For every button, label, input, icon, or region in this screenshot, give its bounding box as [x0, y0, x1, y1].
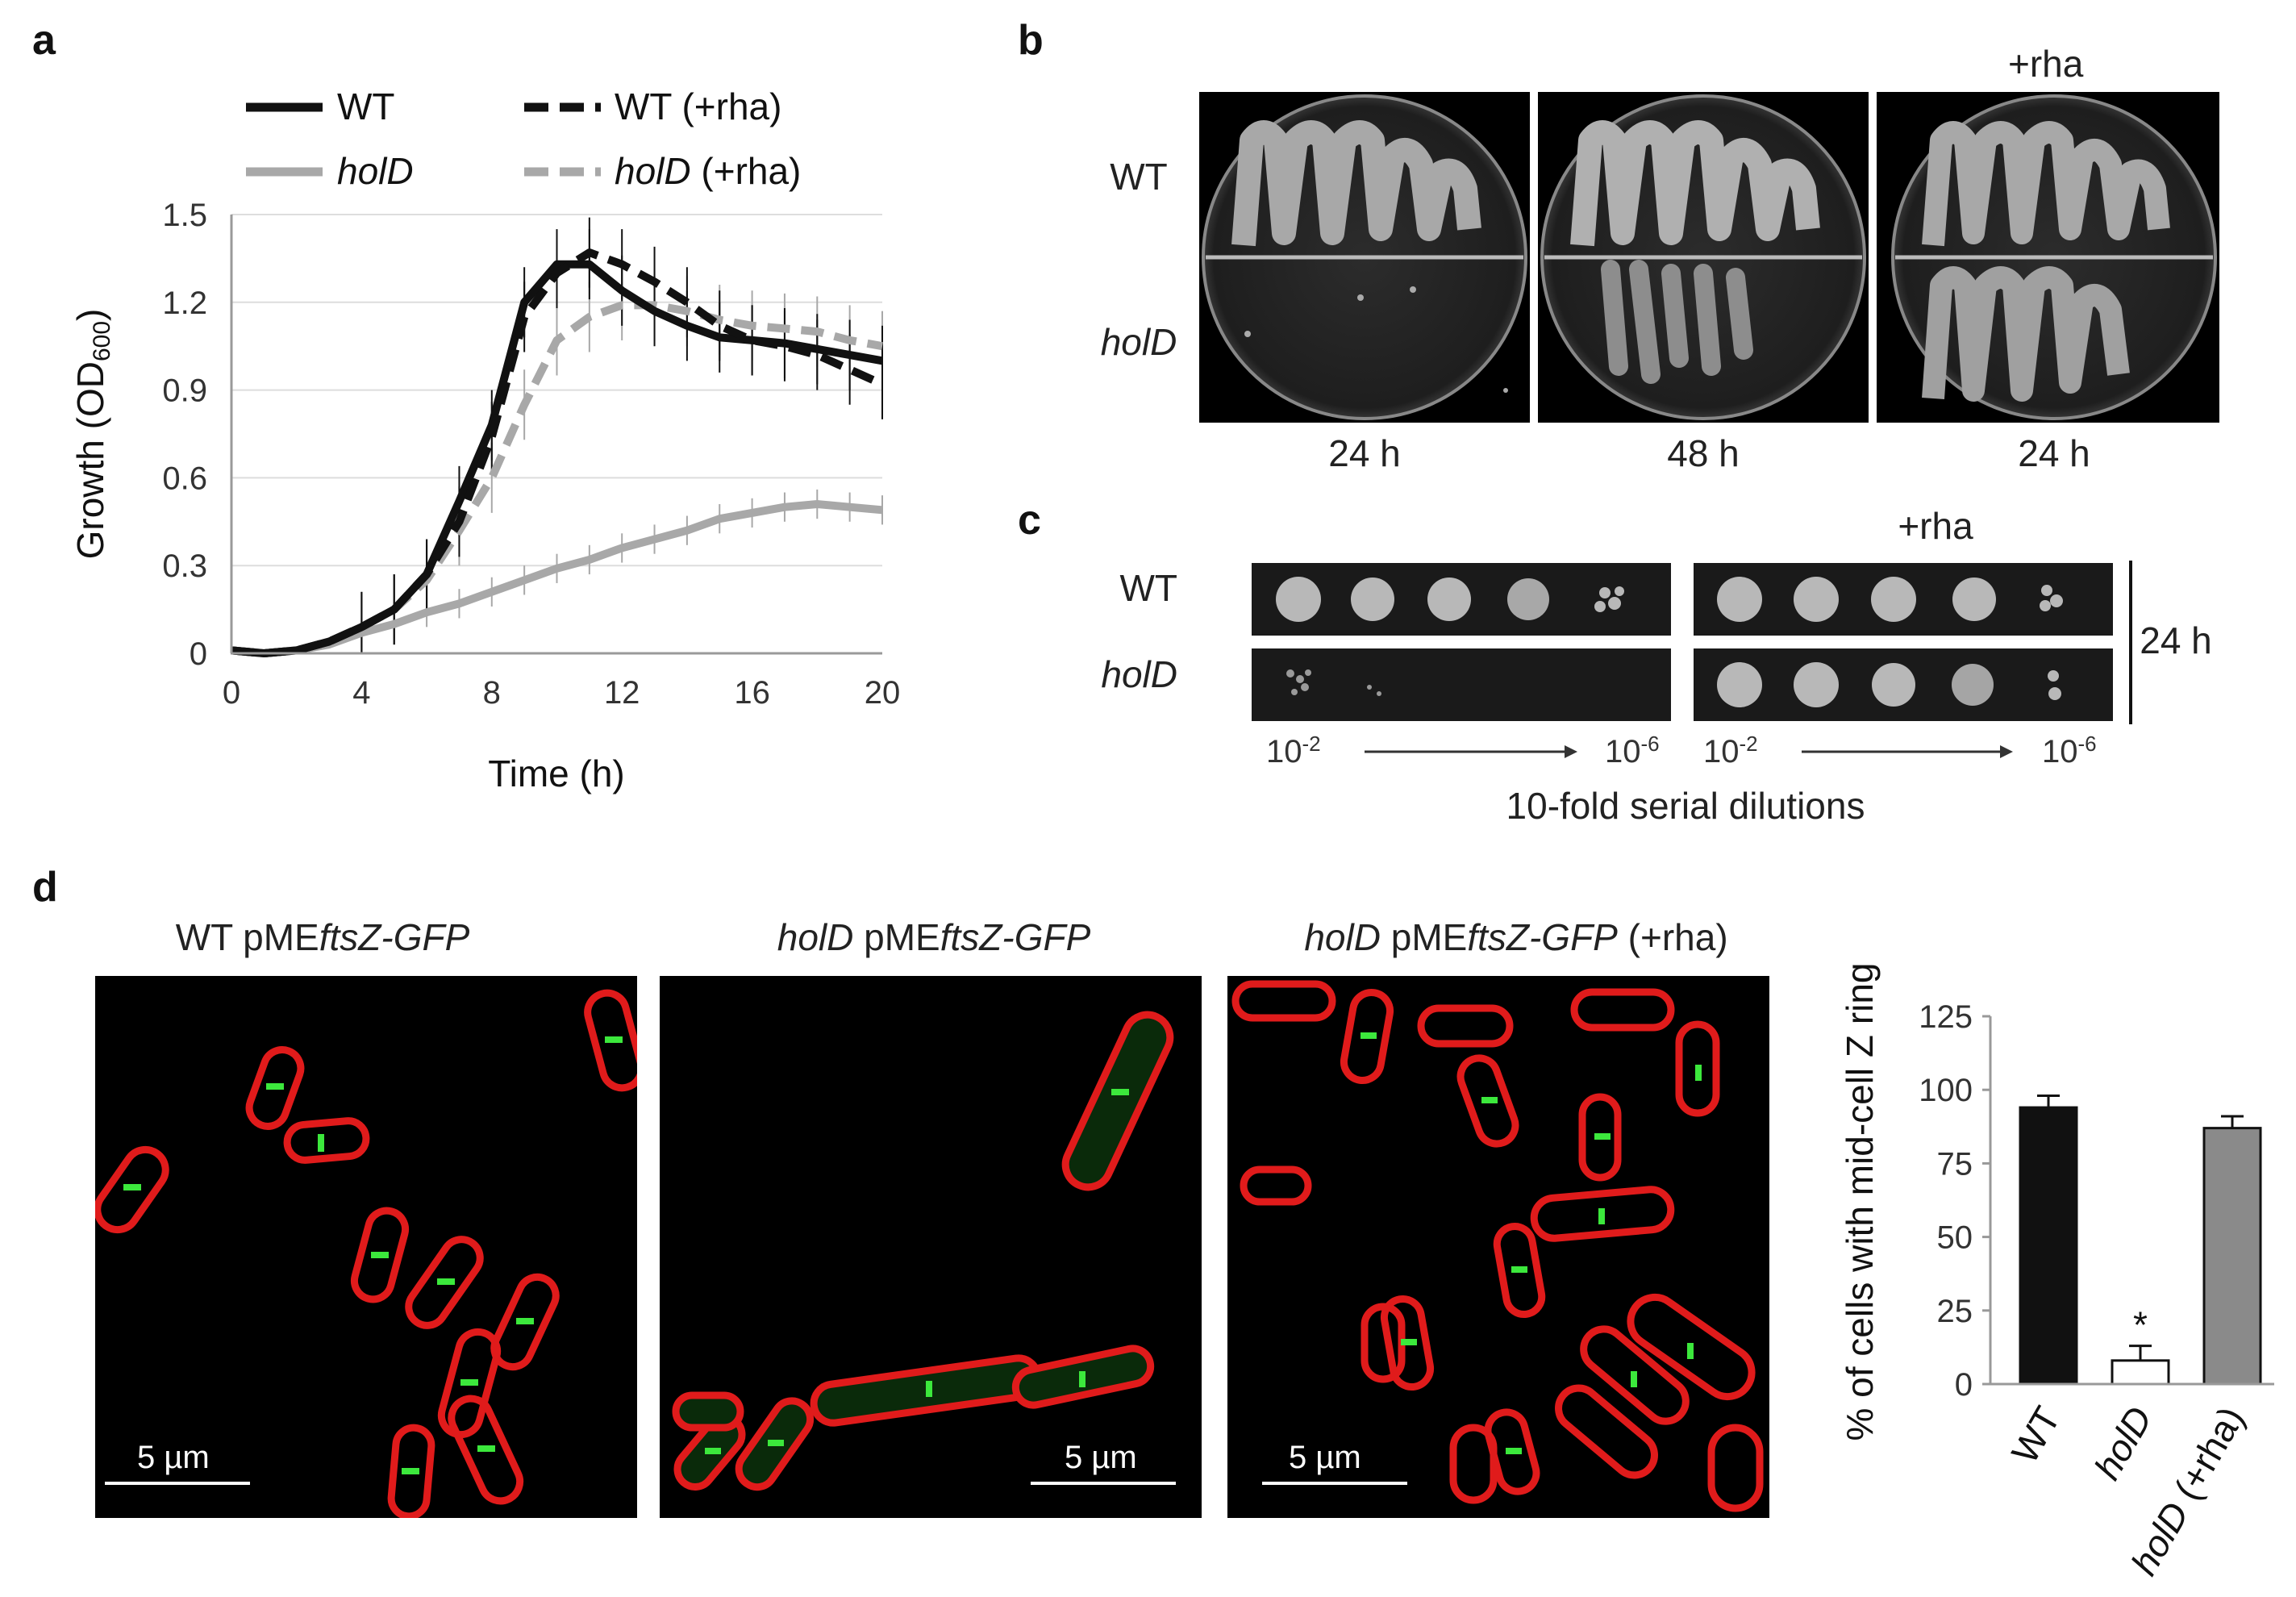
growth-y-tick-label: 1.5	[162, 198, 207, 233]
legend-wt-rha: WT (+rha)	[615, 85, 781, 127]
plate-48h	[1538, 92, 1869, 423]
spots-row-hold: holD	[1101, 653, 1177, 695]
bar-y-tick-label: 0	[1955, 1367, 1973, 1403]
bar	[2111, 1359, 2170, 1386]
plates-row-hold: holD	[1101, 321, 1177, 363]
dilution-arrow-left: 10-2 10-6	[1266, 732, 1660, 769]
micro-image-wt	[95, 976, 637, 1518]
micro-title-3: holD pMEftsZ-GFP (+rha)	[1304, 916, 1728, 958]
plates-panel: +rha WT holD	[1101, 92, 1936, 423]
spots-time: 24 h	[2140, 619, 2212, 661]
panel-label-c: c	[1018, 497, 1041, 544]
plate-time-1: 24 h	[1328, 432, 1401, 474]
spots-rha-label: +rha	[1898, 505, 1973, 547]
growth-x-tick-label: 4	[352, 675, 370, 711]
bar-y-label: % of cells with mid-cell Z ring	[1839, 962, 1881, 1441]
growth-y-label: Growth (OD600)	[69, 309, 115, 560]
spots-hold-rha	[1717, 662, 2061, 707]
bar-x-label: holD	[2086, 1399, 2160, 1487]
scalebar-3	[1262, 1482, 1407, 1485]
growth-y-tick-label: 1.2	[162, 286, 207, 321]
spots-row-wt: WT	[1119, 567, 1177, 609]
bar-y-tick-label: 50	[1937, 1220, 1973, 1256]
growth-y-ticks: 0 0.3 0.6 0.9 1.2 1.5	[162, 198, 207, 672]
svg-text:10-6: 10-6	[1605, 732, 1660, 769]
bar-y-tick-label: 100	[1919, 1073, 1973, 1108]
spots-wt-rha	[1717, 577, 2063, 622]
scalebar-1	[105, 1482, 250, 1485]
plate-24h	[1199, 92, 1530, 423]
bar	[2202, 1127, 2262, 1386]
bar	[2019, 1106, 2078, 1386]
plate-time-3: 24 h	[2018, 432, 2090, 474]
scalebar-2	[1031, 1482, 1176, 1485]
growth-x-tick-label: 0	[223, 675, 240, 711]
svg-text:10-2: 10-2	[1703, 732, 1758, 769]
panel-label-a: a	[32, 17, 56, 64]
spots-hold	[1286, 669, 1381, 696]
growth-x-tick-label: 8	[483, 675, 501, 711]
plate-time-2: 48 h	[1667, 432, 1740, 474]
dilution-caption: 10-fold serial dilutions	[1506, 785, 1865, 827]
svg-text:10-2: 10-2	[1266, 732, 1321, 769]
growth-error-bars	[360, 217, 883, 653]
micro-title-1: WT pMEftsZ-GFP	[175, 916, 470, 958]
bar-bars: *	[2019, 1094, 2262, 1386]
micro-image-hold	[660, 976, 1202, 1518]
bar-y-tick-label: 75	[1937, 1146, 1973, 1182]
growth-series	[231, 248, 885, 657]
dilution-arrow-right: 10-2 10-6	[1703, 732, 2097, 769]
scalebar-label-1: 5 µm	[137, 1440, 210, 1475]
scalebar-label-3: 5 µm	[1289, 1440, 1361, 1475]
growth-x-tick-label: 16	[734, 675, 770, 711]
growth-y-tick-label: 0.9	[162, 373, 207, 409]
spots-wt	[1276, 577, 1624, 622]
growth-y-tick-label: 0	[190, 636, 207, 672]
plates-row-wt: WT	[1110, 156, 1168, 198]
legend-hold-rha: holD (+rha)	[615, 150, 801, 192]
plate-24h-rha-view	[1889, 92, 2219, 423]
growth-x-label: Time (h)	[488, 753, 625, 794]
panel-label-b: b	[1018, 17, 1044, 64]
scalebar-label-2: 5 µm	[1065, 1440, 1137, 1475]
growth-x-tick-label: 12	[604, 675, 640, 711]
spot-strip-hold	[1252, 648, 1671, 721]
growth-series-line	[231, 248, 885, 657]
growth-legend: WT WT (+rha) holD holD (+rha)	[246, 85, 801, 192]
bar-y-tick-label: 25	[1937, 1294, 1973, 1329]
bar-x-label: WT	[2003, 1399, 2069, 1470]
growth-y-tick-label: 0.6	[162, 461, 207, 496]
micro-image-hold-rha	[1227, 976, 1769, 1518]
bar-y-tick-label: 125	[1919, 999, 1973, 1035]
legend-wt: WT	[337, 85, 395, 127]
significance-asterisk: *	[2133, 1304, 2148, 1346]
growth-x-ticks: 0 4 8 12 16 20	[223, 675, 900, 711]
legend-hold: holD	[337, 150, 414, 192]
svg-text:10-6: 10-6	[2042, 732, 2097, 769]
plates-rha-top: +rha	[2008, 43, 2084, 85]
micro-title-2: holD pMEftsZ-GFP	[777, 916, 1091, 958]
growth-chart: WT WT (+rha) holD holD (+rha) 0 0.3 0.6 0.9…	[69, 85, 900, 794]
bar-y-ticks: 0 25 50 75 100 125	[1919, 999, 1990, 1403]
plate-time-labels: 24 h 48 h 24 h	[1328, 432, 2090, 474]
growth-x-tick-label: 20	[865, 675, 901, 711]
growth-y-tick-label: 0.3	[162, 548, 207, 584]
spot-assay: +rha WT holD 24 h 10-2 10-6 10-2 10-6 10…	[1101, 505, 2212, 827]
panel-label-d: d	[32, 864, 58, 911]
